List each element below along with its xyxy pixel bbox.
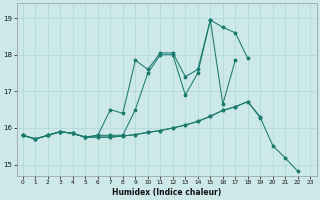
X-axis label: Humidex (Indice chaleur): Humidex (Indice chaleur) bbox=[112, 188, 221, 197]
